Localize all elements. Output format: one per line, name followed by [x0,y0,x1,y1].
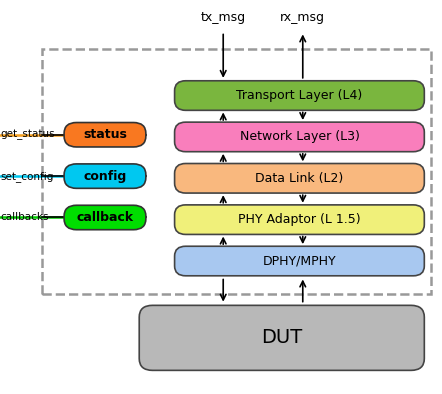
FancyBboxPatch shape [175,81,424,110]
Text: callbacks: callbacks [0,212,49,223]
Text: rx_msg: rx_msg [280,11,325,24]
Text: Transport Layer (L4): Transport Layer (L4) [236,89,362,102]
Text: config: config [84,170,126,182]
Text: status: status [83,128,127,141]
Text: set_config: set_config [0,171,54,182]
Text: DPHY/MPHY: DPHY/MPHY [263,255,336,268]
Text: DUT: DUT [261,328,302,348]
FancyBboxPatch shape [175,205,424,234]
FancyBboxPatch shape [64,164,146,188]
Text: Data Link (L2): Data Link (L2) [255,172,343,185]
Text: PHY Adaptor (L 1.5): PHY Adaptor (L 1.5) [238,213,361,226]
FancyBboxPatch shape [175,122,424,152]
FancyBboxPatch shape [64,123,146,147]
Text: get_status: get_status [0,130,55,140]
FancyBboxPatch shape [175,246,424,276]
FancyBboxPatch shape [64,205,146,230]
Text: Network Layer (L3): Network Layer (L3) [240,130,359,143]
FancyBboxPatch shape [139,305,424,370]
Text: tx_msg: tx_msg [201,11,246,24]
FancyBboxPatch shape [175,164,424,193]
Text: callback: callback [76,211,133,224]
